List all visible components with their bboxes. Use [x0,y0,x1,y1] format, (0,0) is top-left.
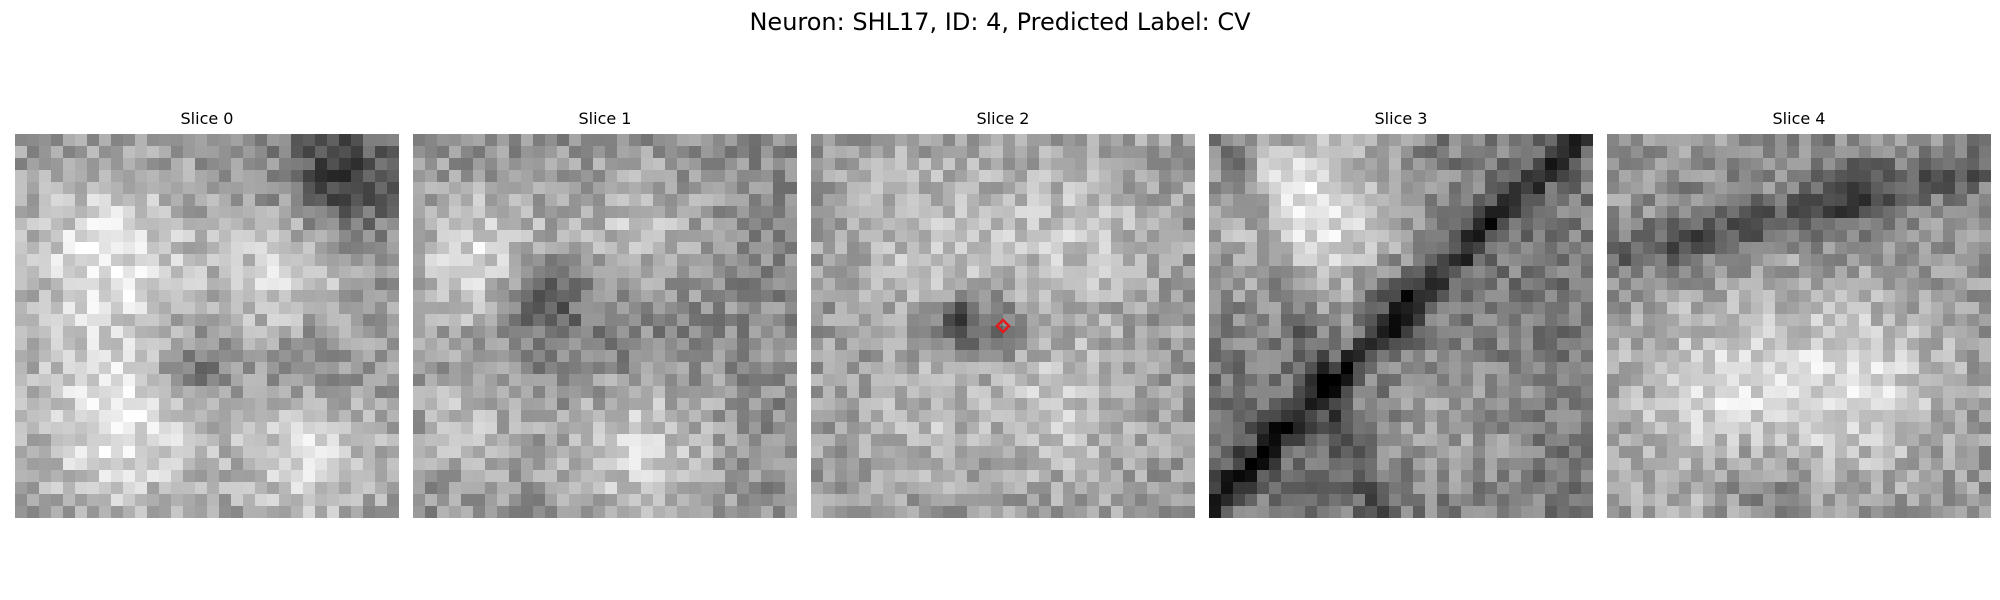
figure-title: Neuron: SHL17, ID: 4, Predicted Label: C… [749,8,1251,36]
slice-image [1209,134,1593,518]
slice-image [1607,134,1991,518]
slice-title: Slice 1 [578,109,632,128]
slice-title: Slice 2 [976,109,1030,128]
slice-panel-2: Slice 2 [811,108,1195,518]
slice-panel-3: Slice 3 [1209,108,1593,518]
slice-panel-0: Slice 0 [15,108,399,518]
slice-image [413,134,797,518]
slice-image [811,134,1195,518]
slice-title: Slice 4 [1772,109,1826,128]
slice-panel-4: Slice 4 [1607,108,1991,518]
slice-title: Slice 3 [1374,109,1428,128]
slice-panel-1: Slice 1 [413,108,797,518]
slice-image [15,134,399,518]
slice-title: Slice 0 [180,109,234,128]
